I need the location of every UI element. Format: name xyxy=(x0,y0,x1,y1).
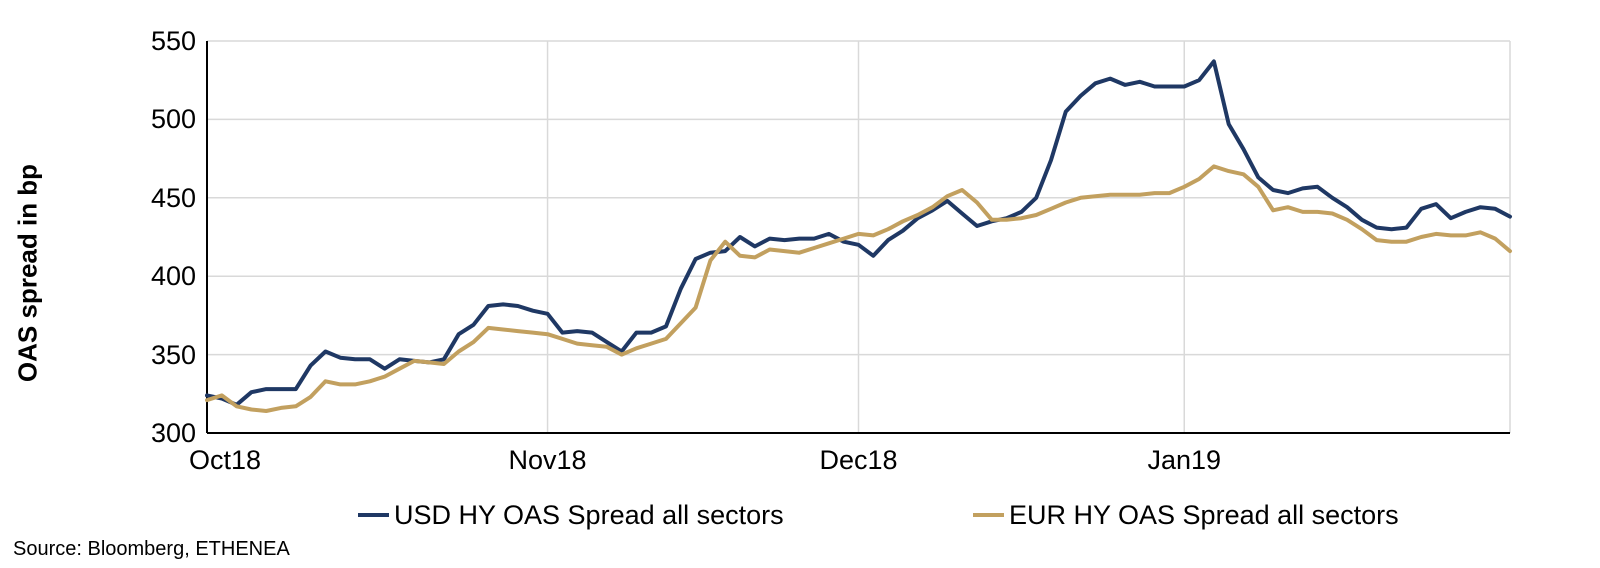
usd-legend-swatch xyxy=(358,513,389,517)
y-tick-label: 350 xyxy=(150,339,196,370)
eur-legend-label: EUR HY OAS Spread all sectors xyxy=(1009,500,1399,530)
x-tick-label: Dec18 xyxy=(819,445,898,475)
legend-item-eur: EUR HY OAS Spread all sectors xyxy=(973,499,1399,531)
usd-legend-label: USD HY OAS Spread all sectors xyxy=(394,500,784,530)
source-note: Source: Bloomberg, ETHENEA xyxy=(13,538,290,560)
x-tick-label: Nov18 xyxy=(508,445,587,475)
x-tick-label: Oct18 xyxy=(188,445,262,475)
legend-item-usd: USD HY OAS Spread all sectors xyxy=(358,499,784,531)
eur-series-line xyxy=(205,164,1512,413)
x-tick-label: Jan19 xyxy=(1147,445,1222,475)
y-tick-label: 500 xyxy=(150,104,196,135)
y-tick-label: 400 xyxy=(150,261,196,292)
eur-legend-swatch xyxy=(973,513,1004,517)
y-tick-label: 550 xyxy=(150,26,196,56)
y-axis-title: OAS spread in bp xyxy=(12,163,43,383)
y-tick-label: 300 xyxy=(150,418,196,448)
y-tick-label: 450 xyxy=(150,182,196,213)
